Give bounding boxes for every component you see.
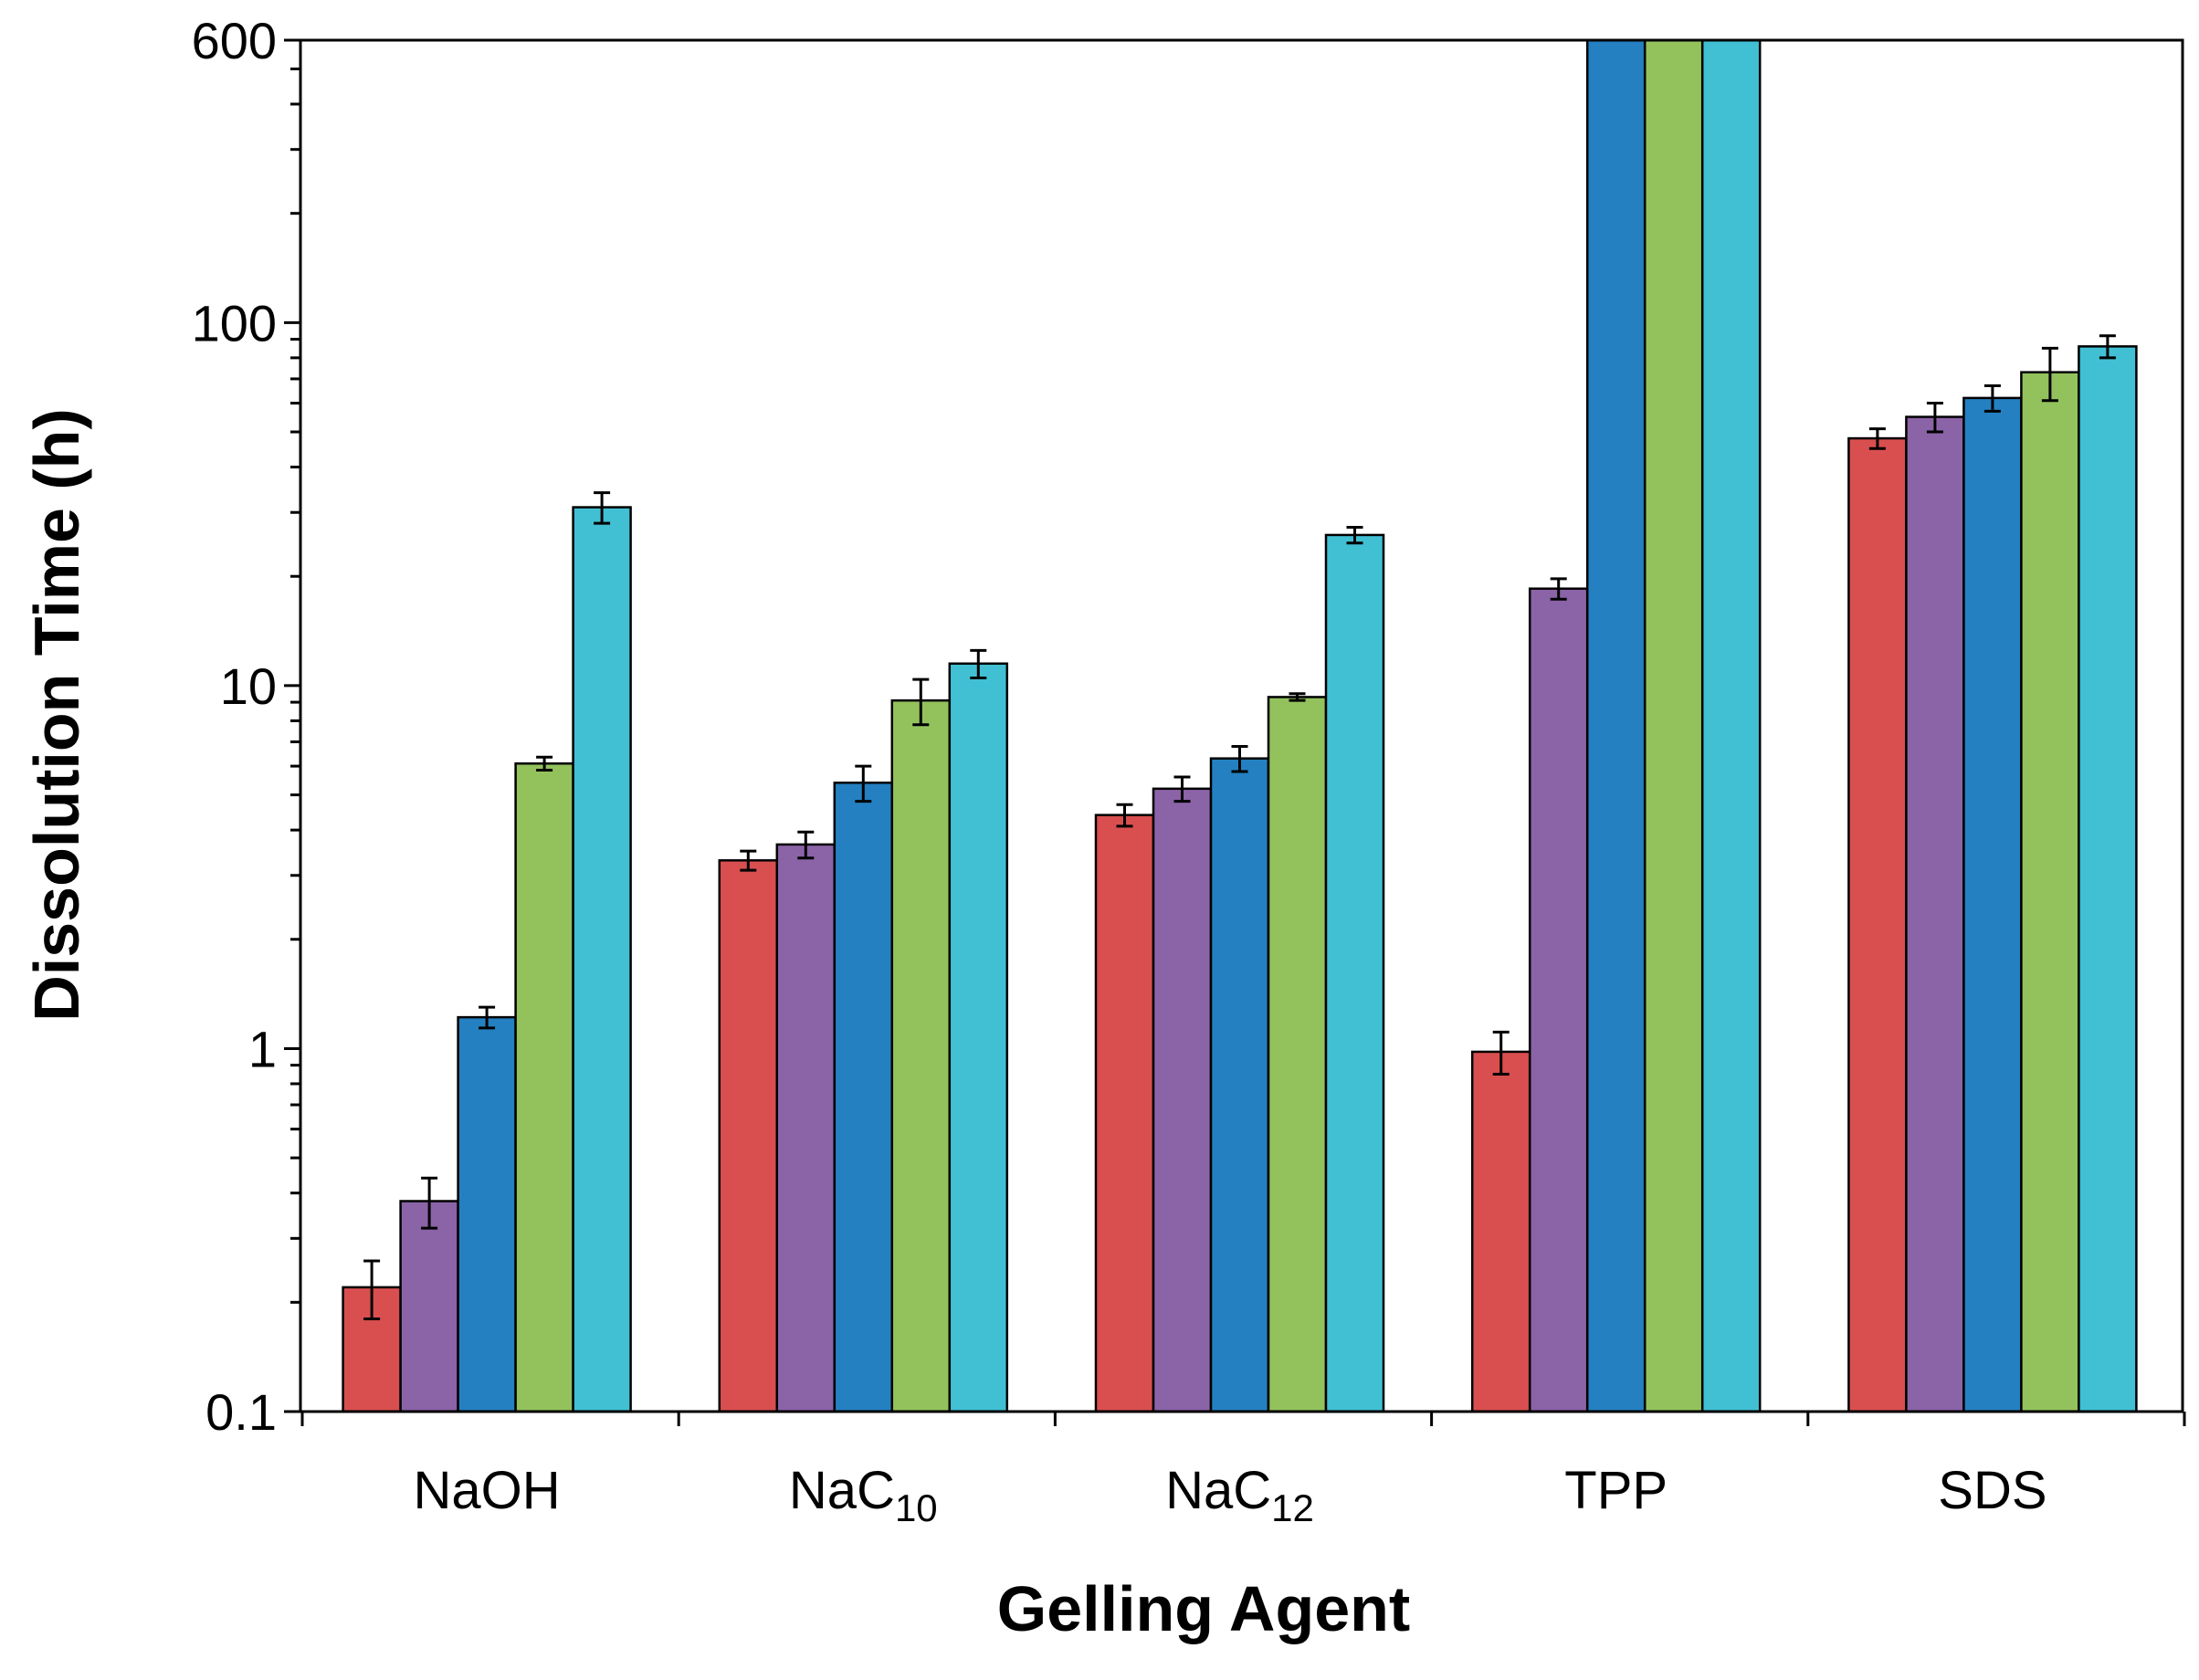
x-tick-label: NaOH [414,1461,561,1520]
error-bar [363,1259,381,1321]
bar [1324,533,1385,1413]
labels-layer: 0.1 1 10 100 600 NaOH NaC10 NaC12 TPP SDS [192,12,2047,1529]
bar [1847,436,1908,1413]
bars-layer [342,38,2138,1413]
x-axis-title: Gelling Agent [997,1573,1410,1644]
error-bar [421,1176,438,1230]
error-bar [2099,334,2116,360]
bar [890,698,952,1413]
axes-layer [299,38,2184,1413]
error-bar [594,491,611,525]
x-tick-label: NaC12 [1165,1461,1314,1529]
y-tick-label: 600 [192,12,277,69]
y-tick-label: 0.1 [205,1383,277,1441]
error-bar [855,764,872,803]
bar [775,843,836,1413]
error-bar [1346,526,1363,545]
error-bars-layer [363,334,2116,1321]
bar [1585,38,1647,1413]
error-bar [797,830,815,860]
bar [1700,38,1762,1413]
plot-frame [299,38,2184,1413]
error-bar [1492,1030,1510,1076]
bar [718,859,779,1413]
ticks-layer [284,38,2186,1426]
error-bar [912,677,930,727]
bar [457,1015,517,1413]
y-tick-label: 1 [248,1020,277,1077]
x-tick-label: TPP [1564,1461,1668,1520]
bar [1267,696,1328,1413]
error-bar [1173,775,1191,803]
error-bar [1926,402,1943,434]
error-bar [536,755,553,772]
bar [2078,345,2138,1413]
bar [833,782,894,1413]
bar [1152,787,1213,1413]
bar [1905,415,1965,1413]
error-bar [479,1005,496,1030]
error-bar [1983,383,2001,413]
bar [948,662,1009,1413]
bar [399,1200,459,1413]
bar [1470,1050,1531,1413]
bar [1094,814,1155,1413]
bar [1209,757,1270,1413]
error-bar [1116,803,1133,828]
error-bar [1289,692,1306,702]
bar [2020,371,2080,1413]
x-tick-label: NaC10 [789,1461,938,1529]
bar [514,761,574,1413]
y-tick-label: 10 [220,657,277,715]
error-bar [1550,577,1567,601]
error-bar [1868,427,1886,450]
bar [1528,587,1589,1413]
error-bar [2041,346,2058,403]
y-tick-label: 100 [192,294,277,352]
error-bar [1231,744,1248,773]
bar [1962,396,2023,1413]
error-bar [740,849,757,872]
error-bar [970,648,987,679]
bar [572,506,632,1413]
x-tick-label: SDS [1938,1461,2046,1520]
bar [1643,38,1704,1413]
y-axis-title: Dissolution Time (h) [21,408,92,1022]
